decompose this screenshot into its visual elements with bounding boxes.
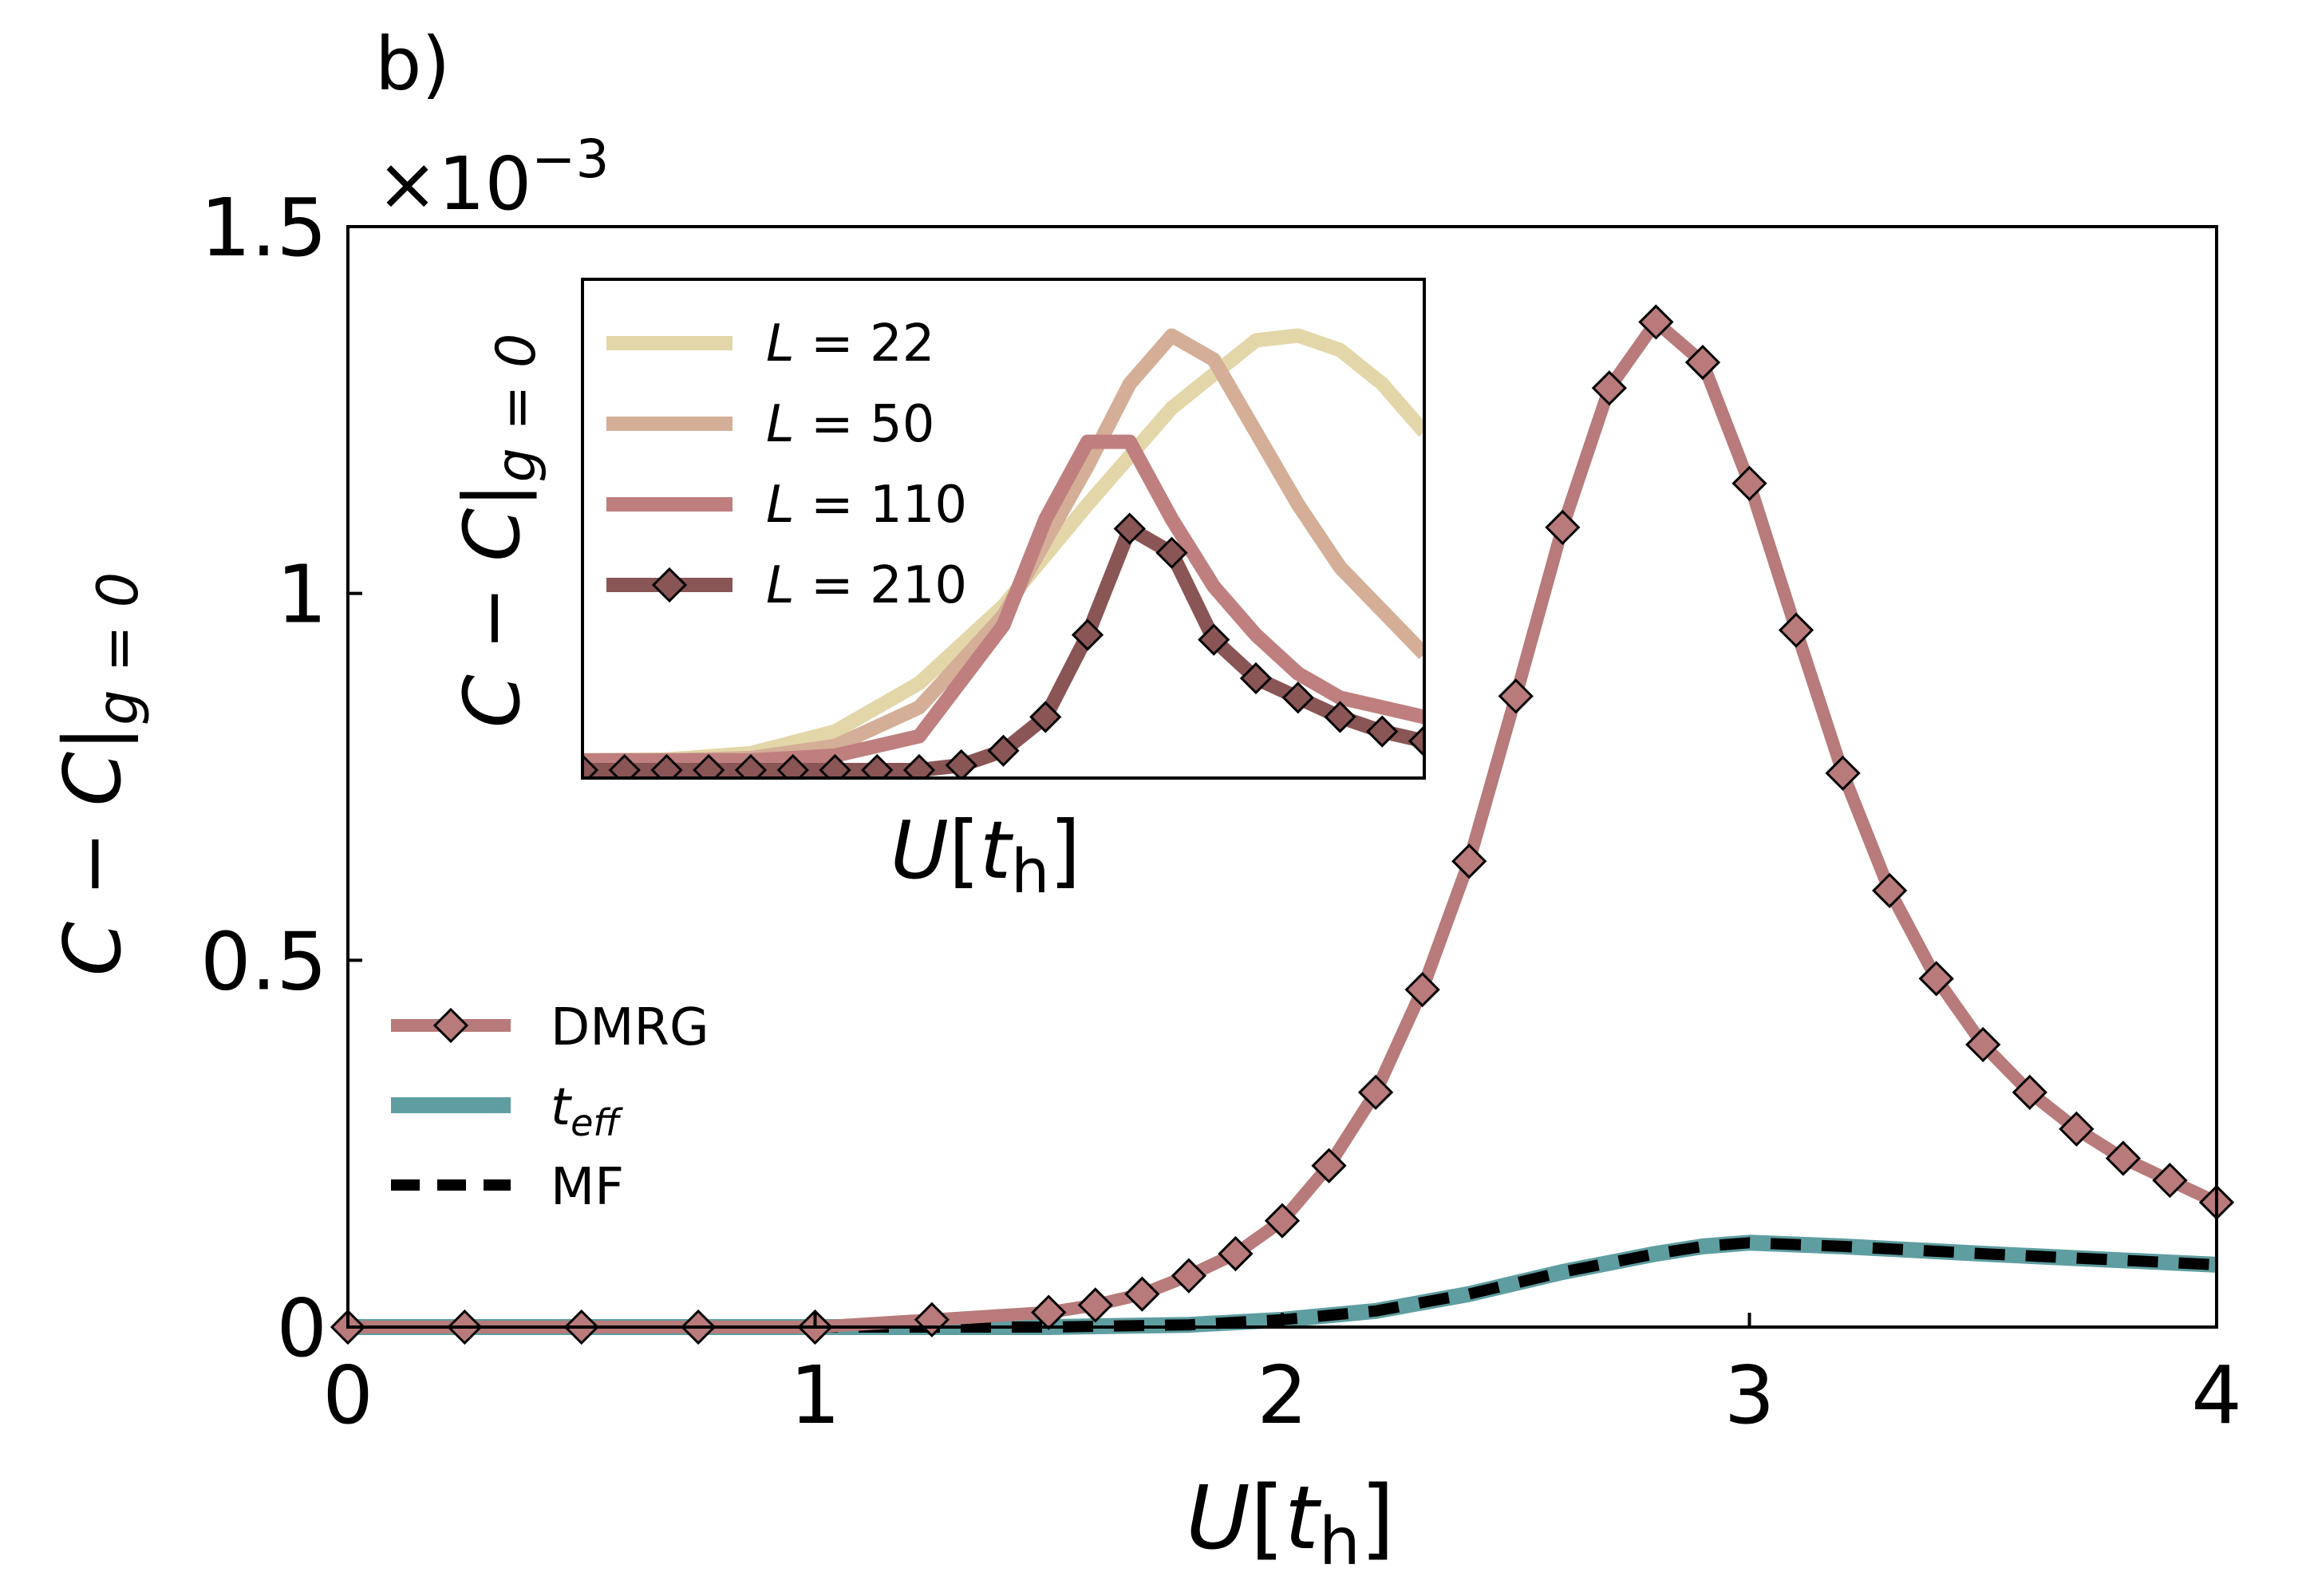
data-point — [1311, 1148, 1347, 1183]
data-point — [1451, 843, 1487, 879]
legend-marker — [432, 1007, 469, 1044]
x-axis-label: U[th] — [1186, 1467, 1394, 1580]
series-line — [348, 315, 2220, 1333]
data-point — [1731, 465, 1767, 501]
data-point — [1545, 509, 1581, 546]
inset-data-point — [1029, 701, 1062, 733]
inset-data-point — [861, 753, 894, 778]
inset-data-point — [1239, 662, 1273, 695]
y-axis-label: C − C|g = 0 — [48, 572, 151, 976]
inset-data-point — [693, 753, 725, 778]
data-point — [1825, 755, 1861, 792]
svg-text:C − C|g = 0: C − C|g = 0 — [48, 572, 151, 976]
data-point — [1638, 304, 1674, 340]
inset-data-point — [1155, 536, 1188, 569]
data-point — [2059, 1111, 2095, 1147]
data-point — [1218, 1235, 1254, 1272]
inset-data-point — [776, 753, 809, 778]
inset-series-group — [582, 328, 1424, 778]
inset-y-axis-label: C − C|g = 0 — [448, 334, 548, 729]
inset-data-point — [734, 753, 768, 778]
data-point — [1357, 1074, 1394, 1110]
inset-data-point — [1366, 715, 1399, 748]
data-point — [1498, 678, 1534, 714]
inset-data-point — [1198, 623, 1230, 656]
svg-text:C − C|g = 0: C − C|g = 0 — [448, 334, 548, 729]
data-point — [1077, 1287, 1113, 1323]
inset-data-point — [608, 753, 641, 778]
inset-legend-entry: L = 50 — [606, 395, 934, 454]
legend-label: teff — [551, 1078, 623, 1144]
inset-data-point — [1113, 512, 1146, 545]
inset-plot — [581, 278, 1426, 780]
legend-label: DMRG — [551, 998, 709, 1057]
data-point — [1684, 344, 1721, 381]
main-plot: 0 1 2 3 4 0 0.5 1 1.5 — [200, 181, 2242, 1442]
data-point — [2012, 1074, 2047, 1110]
data-point — [1872, 872, 1908, 909]
inset-legend-entry: L = 210 — [606, 556, 967, 615]
inset-data-point — [819, 753, 851, 778]
inset-data-point — [1324, 701, 1356, 733]
inset-legend-label: L = 110 — [766, 476, 967, 535]
inset-legend-entry: L = 22 — [606, 314, 934, 373]
x-tick-label: 0 — [322, 1349, 373, 1442]
data-point — [1918, 961, 1954, 997]
data-point — [1965, 1026, 2001, 1063]
y-tick-label: 1.5 — [200, 181, 327, 275]
inset-x-axis-label: U[th] — [890, 804, 1081, 907]
inset-data-point — [582, 753, 599, 778]
y-tick-label: 1 — [276, 548, 327, 642]
x-tick-label: 2 — [1257, 1349, 1308, 1442]
inset-data-point — [987, 734, 1020, 767]
main-legend: DMRG teff MF — [391, 998, 709, 1217]
x-tick-label: 1 — [790, 1349, 841, 1442]
data-point — [2152, 1163, 2188, 1199]
legend-entry-dmrg: DMRG — [391, 998, 709, 1057]
legend-entry-t: teff — [391, 1078, 623, 1144]
legend-label: MF — [551, 1158, 624, 1217]
inset-data-point — [902, 753, 936, 778]
inset-series — [582, 512, 1424, 778]
x-tick-label: 4 — [2191, 1349, 2242, 1442]
inset-data-point — [1071, 618, 1104, 651]
data-point — [1264, 1203, 1301, 1238]
y-scale-factor: ×10−3 — [377, 128, 609, 227]
inset-data-point — [650, 753, 683, 778]
inset-legend-entry: L = 110 — [606, 476, 967, 535]
data-point — [2105, 1140, 2142, 1176]
inset-legend-marker — [651, 567, 688, 603]
data-point — [1591, 370, 1627, 406]
inset-legend-label: L = 22 — [766, 314, 934, 373]
x-tick-label: 3 — [1724, 1349, 1775, 1442]
inset-legend: L = 22 L = 50 L = 110 L = 210 — [606, 314, 967, 615]
data-point — [1404, 971, 1440, 1008]
inset-legend-label: L = 210 — [766, 556, 967, 615]
data-point — [1171, 1258, 1207, 1294]
legend-entry-mf: MF — [391, 1158, 624, 1217]
inset-data-point — [1408, 725, 1424, 757]
inset-data-point — [1281, 681, 1314, 714]
inset-legend-label: L = 50 — [766, 395, 934, 454]
y-tick-label: 0.5 — [200, 915, 327, 1008]
data-point — [1124, 1276, 1160, 1312]
inset-data-point — [945, 749, 977, 778]
inset-frame — [581, 278, 1426, 780]
panel-label: b) — [375, 22, 450, 107]
y-tick-label: 0 — [276, 1282, 327, 1375]
data-point — [1778, 612, 1814, 648]
